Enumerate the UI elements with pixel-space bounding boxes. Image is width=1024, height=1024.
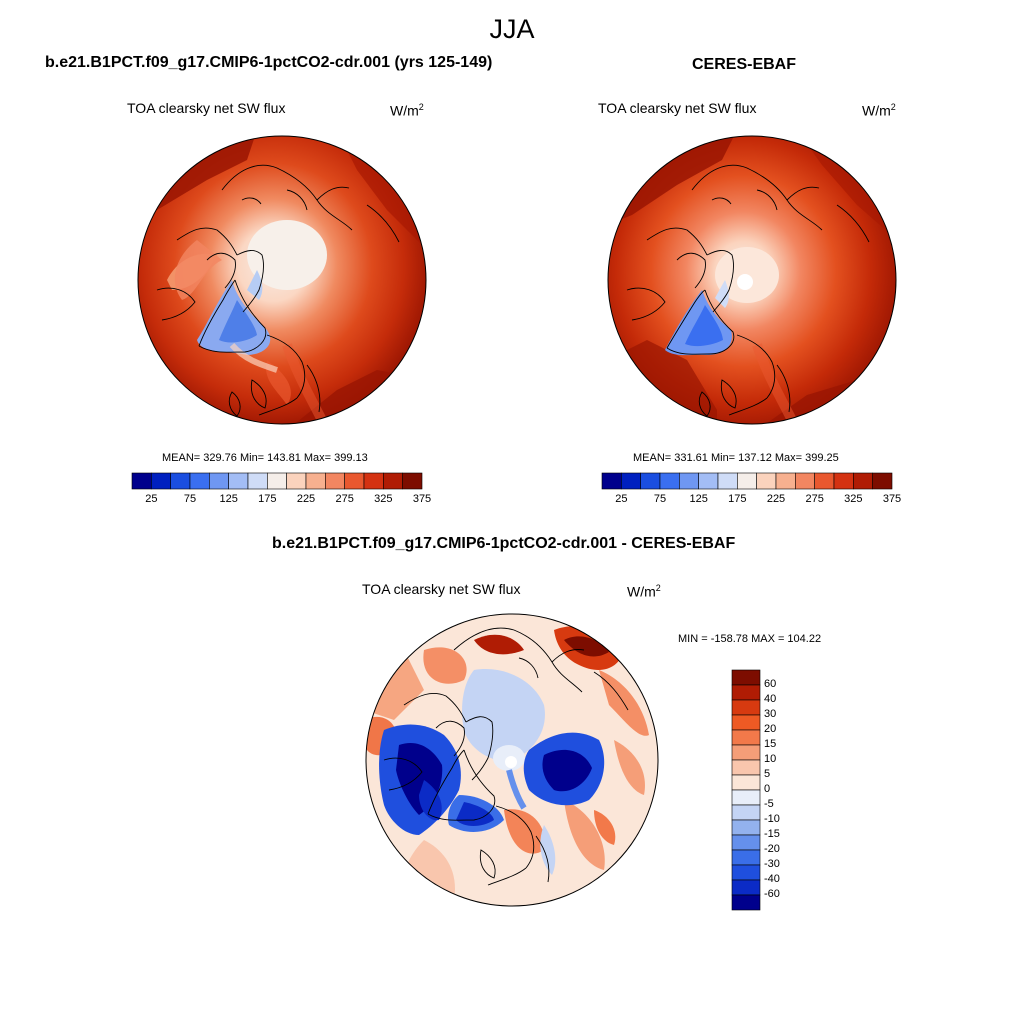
diff-colorbar-tick-label: -15 (764, 828, 780, 840)
diff-colorbar-tick-label: 10 (764, 753, 777, 765)
diff-colorbar-swatch (731, 774, 761, 791)
colorbar-tick-label: 275 (805, 493, 824, 505)
colorbar-tick-label: 225 (766, 493, 786, 505)
obs-variable-label: TOA clearsky net SW flux (598, 100, 757, 116)
colorbar-swatch (267, 472, 287, 490)
model-colorbar-labels: 25 75 125 175 225 275 325 375 (132, 493, 431, 507)
diff-colorbar-tick-label: 5 (764, 768, 771, 780)
diff-colorbar-swatch (731, 669, 761, 686)
diff-colorbar-swatch (731, 849, 761, 866)
obs-colorbar (601, 472, 893, 490)
diff-colorbar-labels: 60 40 30 20 15 10 5 0 -5 -10 -15 -20 -30 -40 -60 (764, 670, 824, 910)
colorbar-swatch (228, 472, 249, 490)
colorbar-swatch (621, 472, 641, 490)
diff-colorbar-swatch (731, 894, 761, 911)
colorbar-swatch (189, 472, 210, 490)
colorbar-tick-label: 125 (219, 493, 238, 505)
colorbar-tick-label: 25 (615, 493, 628, 505)
colorbar-swatch (325, 472, 345, 490)
model-panel-title: b.e21.B1PCT.f09_g17.CMIP6-1pctCO2-cdr.00… (45, 54, 493, 71)
diff-colorbar-swatch (731, 714, 761, 731)
model-variable-label: TOA clearsky net SW flux (127, 100, 286, 116)
colorbar-swatch (698, 472, 719, 490)
diff-colorbar-swatch (731, 759, 761, 776)
colorbar-swatch (795, 472, 815, 490)
obs-stats: MEAN= 331.61 Min= 137.12 Max= 399.25 (633, 452, 839, 464)
diff-colorbar-tick-label: -20 (764, 843, 780, 855)
diff-polar-map (365, 613, 659, 907)
diff-colorbar-swatch (731, 834, 761, 851)
diff-colorbar-swatch (731, 789, 761, 806)
colorbar-tick-label: 275 (335, 493, 354, 505)
colorbar-tick-label: 175 (728, 493, 747, 505)
colorbar-tick-label: 225 (296, 493, 316, 505)
colorbar-swatch (717, 472, 738, 490)
obs-colorbar-labels: 25 75 125 175 225 275 325 375 (602, 493, 901, 507)
model-polar-map (137, 135, 427, 425)
diff-colorbar-swatch (731, 804, 761, 821)
colorbar-swatch (814, 472, 835, 490)
colorbar-tick-label: 75 (183, 493, 197, 505)
diff-colorbar-swatch (731, 729, 761, 746)
diff-colorbar-tick-label: 15 (764, 738, 777, 750)
season-title: JJA (489, 14, 535, 44)
colorbar-tick-label: 25 (145, 493, 158, 505)
colorbar-swatch (170, 472, 191, 490)
colorbar-tick-label: 375 (882, 493, 902, 505)
colorbar-swatch (247, 472, 268, 490)
colorbar-swatch (853, 472, 873, 490)
diff-colorbar-tick-label: -60 (764, 888, 780, 900)
diff-colorbar-swatch (731, 819, 761, 836)
obs-polar-map (607, 135, 897, 425)
colorbar-swatch (679, 472, 699, 490)
diff-colorbar-tick-label: 0 (764, 783, 771, 795)
diff-colorbar (731, 669, 761, 911)
diff-colorbar-tick-label: -40 (764, 873, 780, 885)
diff-colorbar-tick-label: -5 (764, 798, 774, 810)
colorbar-swatch (601, 472, 622, 490)
colorbar-tick-label: 175 (258, 493, 277, 505)
colorbar-swatch (640, 472, 661, 490)
diff-colorbar-tick-label: 40 (764, 693, 777, 705)
model-stats: MEAN= 329.76 Min= 143.81 Max= 399.13 (162, 452, 368, 464)
colorbar-swatch (872, 472, 893, 490)
colorbar-swatch (344, 472, 365, 490)
colorbar-swatch (151, 472, 171, 490)
diff-units: W/m2 (627, 583, 661, 600)
colorbar-tick-label: 125 (689, 493, 708, 505)
diff-panel-title: b.e21.B1PCT.f09_g17.CMIP6-1pctCO2-cdr.00… (272, 535, 736, 552)
colorbar-swatch (383, 472, 403, 490)
diff-colorbar-swatch (731, 864, 761, 881)
diff-colorbar-tick-label: 60 (764, 678, 777, 690)
colorbar-tick-label: 325 (374, 493, 393, 505)
colorbar-swatch (659, 472, 680, 490)
obs-panel-title: CERES-EBAF (692, 56, 797, 73)
diff-colorbar-swatch (731, 879, 761, 896)
diff-variable-label: TOA clearsky net SW flux (362, 581, 521, 597)
diff-colorbar-swatch (731, 699, 761, 716)
diff-colorbar-tick-label: 30 (764, 708, 777, 720)
colorbar-swatch (737, 472, 757, 490)
colorbar-swatch (363, 472, 384, 490)
colorbar-swatch (286, 472, 307, 490)
colorbar-swatch (833, 472, 854, 490)
diff-colorbar-tick-label: 20 (764, 723, 777, 735)
colorbar-swatch (131, 472, 152, 490)
colorbar-tick-label: 375 (412, 493, 432, 505)
model-units: W/m2 (390, 102, 424, 119)
model-colorbar (131, 472, 423, 490)
colorbar-tick-label: 325 (844, 493, 863, 505)
diff-colorbar-swatch (731, 744, 761, 761)
colorbar-swatch (209, 472, 229, 490)
colorbar-tick-label: 75 (653, 493, 667, 505)
colorbar-swatch (402, 472, 423, 490)
obs-units: W/m2 (862, 102, 896, 119)
colorbar-swatch (305, 472, 326, 490)
colorbar-swatch (756, 472, 777, 490)
diff-colorbar-swatch (731, 684, 761, 701)
diff-colorbar-tick-label: -10 (764, 813, 780, 825)
diff-stats: MIN = -158.78 MAX = 104.22 (678, 633, 822, 645)
colorbar-swatch (775, 472, 796, 490)
diff-colorbar-tick-label: -30 (764, 858, 780, 870)
